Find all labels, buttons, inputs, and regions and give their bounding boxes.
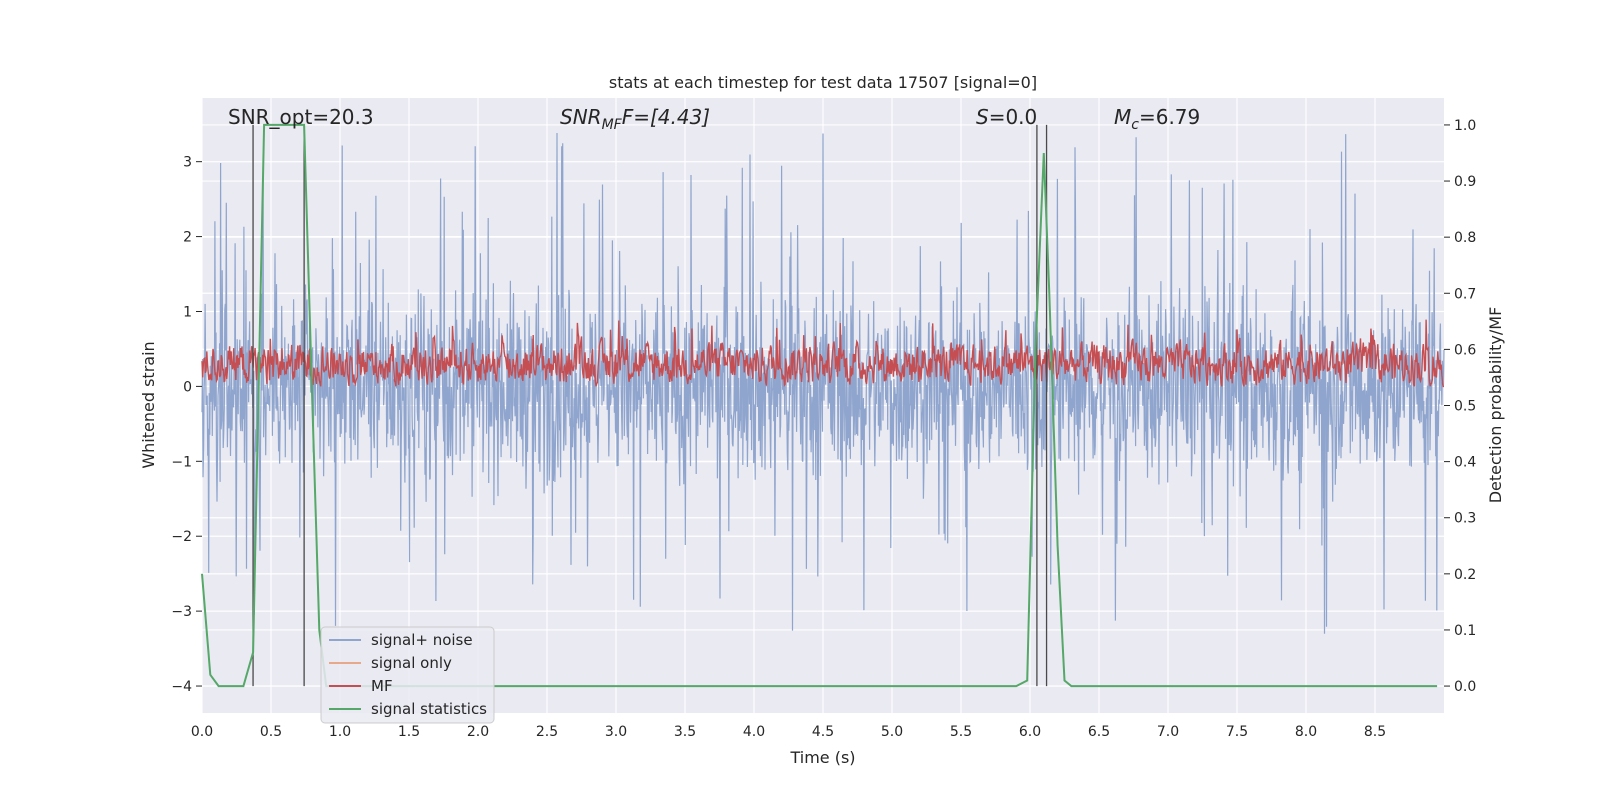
x-tick-label: 6.0 [1019, 724, 1041, 740]
signal-statistics-line [201, 123, 1438, 688]
y-right-tick-label: 0.4 [1454, 455, 1476, 471]
x-tick-label: 3.0 [605, 724, 627, 740]
annotation-s-main: S [976, 105, 989, 129]
annotation-mc: Mc=6.79 [1114, 105, 1200, 133]
y-axis-left-label: Whitened strain [139, 341, 158, 468]
x-axis-ticks: 0.0 0.5 1.0 1.5 2.0 2.5 3.0 3.5 4.0 4.5 5.0 5.5 6.0 6… [191, 724, 1386, 740]
x-tick-label: 6.5 [1088, 724, 1110, 740]
annotation-snr-mf-tail: F=[4.43] [622, 105, 710, 129]
y-axis-right-label: Detection probability/MF [1486, 307, 1505, 504]
legend-label-signal-only: signal only [371, 654, 452, 672]
y-left-tick-label: −1 [171, 454, 192, 470]
legend-label-signal-noise: signal+ noise [371, 631, 473, 649]
x-tick-label: 5.5 [950, 724, 972, 740]
y-left-tick-label: 2 [183, 230, 192, 246]
y-axis-left-ticks: 3 2 1 0 −1 −2 −3 −4 [171, 155, 202, 695]
x-tick-label: 2.5 [536, 724, 558, 740]
x-tick-label: 8.5 [1364, 724, 1386, 740]
y-right-tick-label: 0.3 [1454, 511, 1476, 527]
x-tick-label: 0.0 [191, 724, 213, 740]
signal-statistics-series [201, 123, 1438, 688]
legend: signal+ noise signal only MF signal stat… [320, 626, 495, 724]
x-tick-label: 8.0 [1295, 724, 1317, 740]
legend-label-mf: MF [371, 677, 393, 695]
mf-series [201, 319, 1444, 388]
y-left-tick-label: 0 [183, 379, 192, 395]
y-left-tick-label: 1 [183, 304, 192, 320]
annotation-mc-main: M [1114, 105, 1131, 129]
y-right-tick-label: 0.5 [1454, 399, 1476, 415]
y-right-tick-label: 0.7 [1454, 286, 1476, 302]
x-tick-label: 4.5 [812, 724, 834, 740]
x-tick-label: 2.0 [467, 724, 489, 740]
annotation-mc-tail: =6.79 [1139, 105, 1200, 129]
y-left-tick-label: −4 [171, 679, 192, 695]
y-left-tick-label: −3 [171, 604, 192, 620]
x-axis-label: Time (s) [789, 748, 855, 767]
x-tick-label: 4.0 [743, 724, 765, 740]
annotation-s-tail: =0.0 [989, 105, 1038, 129]
y-right-tick-label: 0.2 [1454, 567, 1476, 583]
annotation-snr-mf-main: SNR [560, 105, 602, 129]
legend-box [320, 626, 495, 724]
y-right-tick-label: 0.0 [1454, 679, 1476, 695]
legend-label-signal-statistics: signal statistics [371, 700, 487, 718]
y-right-tick-label: 0.6 [1454, 342, 1476, 358]
annotation-snr-mf-sub: MF [602, 117, 623, 133]
mf-line [201, 319, 1444, 388]
chart-title: stats at each timestep for test data 175… [609, 73, 1037, 92]
annotation-snr-opt: SNR_opt=20.3 [228, 105, 374, 129]
x-tick-label: 1.5 [398, 724, 420, 740]
x-tick-label: 0.5 [260, 724, 282, 740]
annotation-snr-mf: SNRMFF=[4.43] [560, 105, 710, 133]
x-tick-label: 1.0 [329, 724, 351, 740]
annotation-mc-sub: c [1131, 117, 1139, 133]
y-right-tick-label: 0.8 [1454, 230, 1476, 246]
x-tick-label: 7.0 [1157, 724, 1179, 740]
x-tick-label: 5.0 [881, 724, 903, 740]
x-tick-label: 7.5 [1226, 724, 1248, 740]
y-right-tick-label: 0.1 [1454, 623, 1476, 639]
annotation-s: S=0.0 [976, 105, 1037, 129]
y-left-tick-label: −2 [171, 529, 192, 545]
y-axis-right-ticks: 1.0 0.9 0.8 0.7 0.6 0.5 0.4 0.3 0.2 0.1 0.0 [1444, 118, 1476, 695]
y-left-tick-label: 3 [183, 155, 192, 171]
y-right-tick-label: 0.9 [1454, 174, 1476, 190]
x-tick-label: 3.5 [674, 724, 696, 740]
y-right-tick-label: 1.0 [1454, 118, 1476, 134]
